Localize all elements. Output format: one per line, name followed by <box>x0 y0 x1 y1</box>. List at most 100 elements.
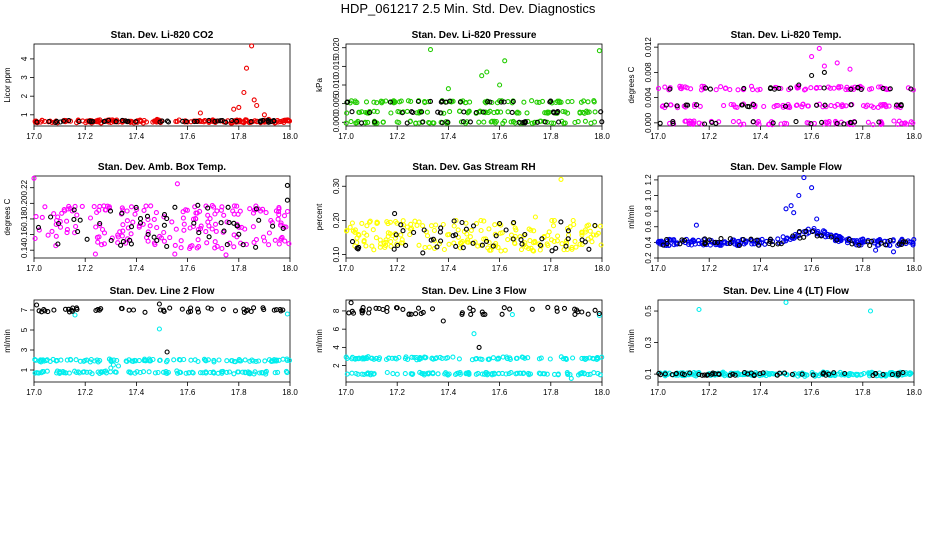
data-point-primary <box>250 224 256 230</box>
data-point-secondary <box>119 210 125 216</box>
x-tick-label: 17.4 <box>129 132 145 141</box>
data-point-secondary <box>229 118 235 124</box>
data-point-primary <box>364 232 370 238</box>
data-point-primary <box>62 208 68 214</box>
data-point-primary <box>356 232 362 238</box>
data-point-primary <box>870 104 877 110</box>
data-point-secondary <box>151 234 157 240</box>
data-point-primary <box>455 370 461 376</box>
data-point-secondary <box>427 98 434 104</box>
data-point-primary <box>467 234 473 240</box>
data-point-primary <box>426 119 432 126</box>
x-tick-label: 17.8 <box>543 388 559 397</box>
data-point-secondary <box>767 238 773 244</box>
data-point-secondary <box>849 241 855 247</box>
data-point-primary <box>93 224 99 230</box>
data-point-primary <box>911 237 917 243</box>
data-point-secondary <box>395 242 401 249</box>
data-point-secondary <box>145 231 151 237</box>
data-point-primary <box>278 220 284 226</box>
data-point-primary <box>224 369 230 375</box>
data-point-primary <box>194 210 200 216</box>
data-point-primary <box>549 217 555 224</box>
data-point-secondary <box>880 85 886 91</box>
data-point-primary <box>218 369 225 375</box>
data-point-primary <box>545 242 551 249</box>
data-point-secondary <box>420 250 426 256</box>
data-point-secondary <box>164 216 170 222</box>
data-point-primary <box>112 369 118 375</box>
data-point-secondary <box>356 244 362 250</box>
data-point-primary <box>252 369 258 375</box>
data-point-secondary <box>245 307 251 313</box>
data-point-primary <box>184 207 190 213</box>
data-point-primary <box>482 99 488 105</box>
plot-frame <box>33 43 291 127</box>
data-point-primary <box>422 245 428 251</box>
data-point-primary <box>344 355 350 362</box>
data-point-secondary <box>154 237 160 244</box>
data-point-primary <box>821 63 827 69</box>
data-point-primary <box>236 104 242 110</box>
data-point-secondary <box>801 234 807 240</box>
data-point-primary <box>417 356 423 362</box>
data-point-secondary <box>809 72 815 79</box>
data-point-secondary <box>253 244 259 250</box>
data-point-primary <box>347 224 353 230</box>
data-point-secondary <box>510 99 516 105</box>
data-point-primary <box>526 226 532 232</box>
x-tick-label: 17.6 <box>180 264 196 273</box>
data-point-primary <box>867 308 874 314</box>
x-tick-label: 17.4 <box>441 264 457 273</box>
data-point-primary <box>412 218 418 224</box>
data-point-secondary <box>271 307 277 313</box>
data-point-primary <box>444 371 450 377</box>
data-point-primary <box>249 43 255 49</box>
data-point-primary <box>655 85 662 91</box>
data-point-primary <box>132 357 138 363</box>
data-point-secondary <box>165 119 172 125</box>
data-point-secondary <box>208 306 214 312</box>
data-point-primary <box>766 122 772 128</box>
data-point-primary <box>73 369 79 376</box>
data-point-primary <box>695 237 702 243</box>
data-point-primary <box>497 230 503 236</box>
data-point-primary <box>235 211 241 217</box>
data-point-secondary <box>270 223 276 229</box>
data-point-primary <box>732 104 738 110</box>
data-point-secondary <box>161 212 168 218</box>
data-point-primary <box>554 238 560 244</box>
data-point-secondary <box>679 371 685 377</box>
data-point-primary <box>471 331 477 337</box>
x-tick-label: 18.0 <box>906 264 922 273</box>
data-point-primary <box>349 370 355 376</box>
data-point-secondary <box>118 242 124 248</box>
y-axis-label: ml/min <box>627 205 636 229</box>
data-point-primary <box>873 247 879 253</box>
data-point-secondary <box>188 308 194 314</box>
y-tick-label: 0.30 <box>332 178 341 194</box>
data-point-primary <box>483 236 489 242</box>
data-point-primary <box>828 103 834 109</box>
data-point-secondary <box>215 118 221 124</box>
data-point-primary <box>486 226 492 232</box>
data-point-primary <box>101 241 107 247</box>
data-point-primary <box>796 192 802 199</box>
data-point-primary <box>725 240 731 246</box>
data-point-secondary <box>88 119 94 125</box>
data-point-primary <box>212 211 218 217</box>
data-point-secondary <box>384 308 390 315</box>
data-point-secondary <box>497 220 503 227</box>
data-point-primary <box>525 355 531 361</box>
data-point-primary <box>718 84 724 90</box>
data-point-primary <box>181 356 187 363</box>
data-point-primary <box>115 240 121 246</box>
data-point-secondary <box>586 246 592 252</box>
data-point-secondary <box>740 236 746 243</box>
data-point-secondary <box>133 204 139 210</box>
data-point-primary <box>537 371 543 377</box>
data-point-primary <box>156 326 162 332</box>
data-point-secondary <box>509 109 515 115</box>
data-point-primary <box>167 235 173 241</box>
